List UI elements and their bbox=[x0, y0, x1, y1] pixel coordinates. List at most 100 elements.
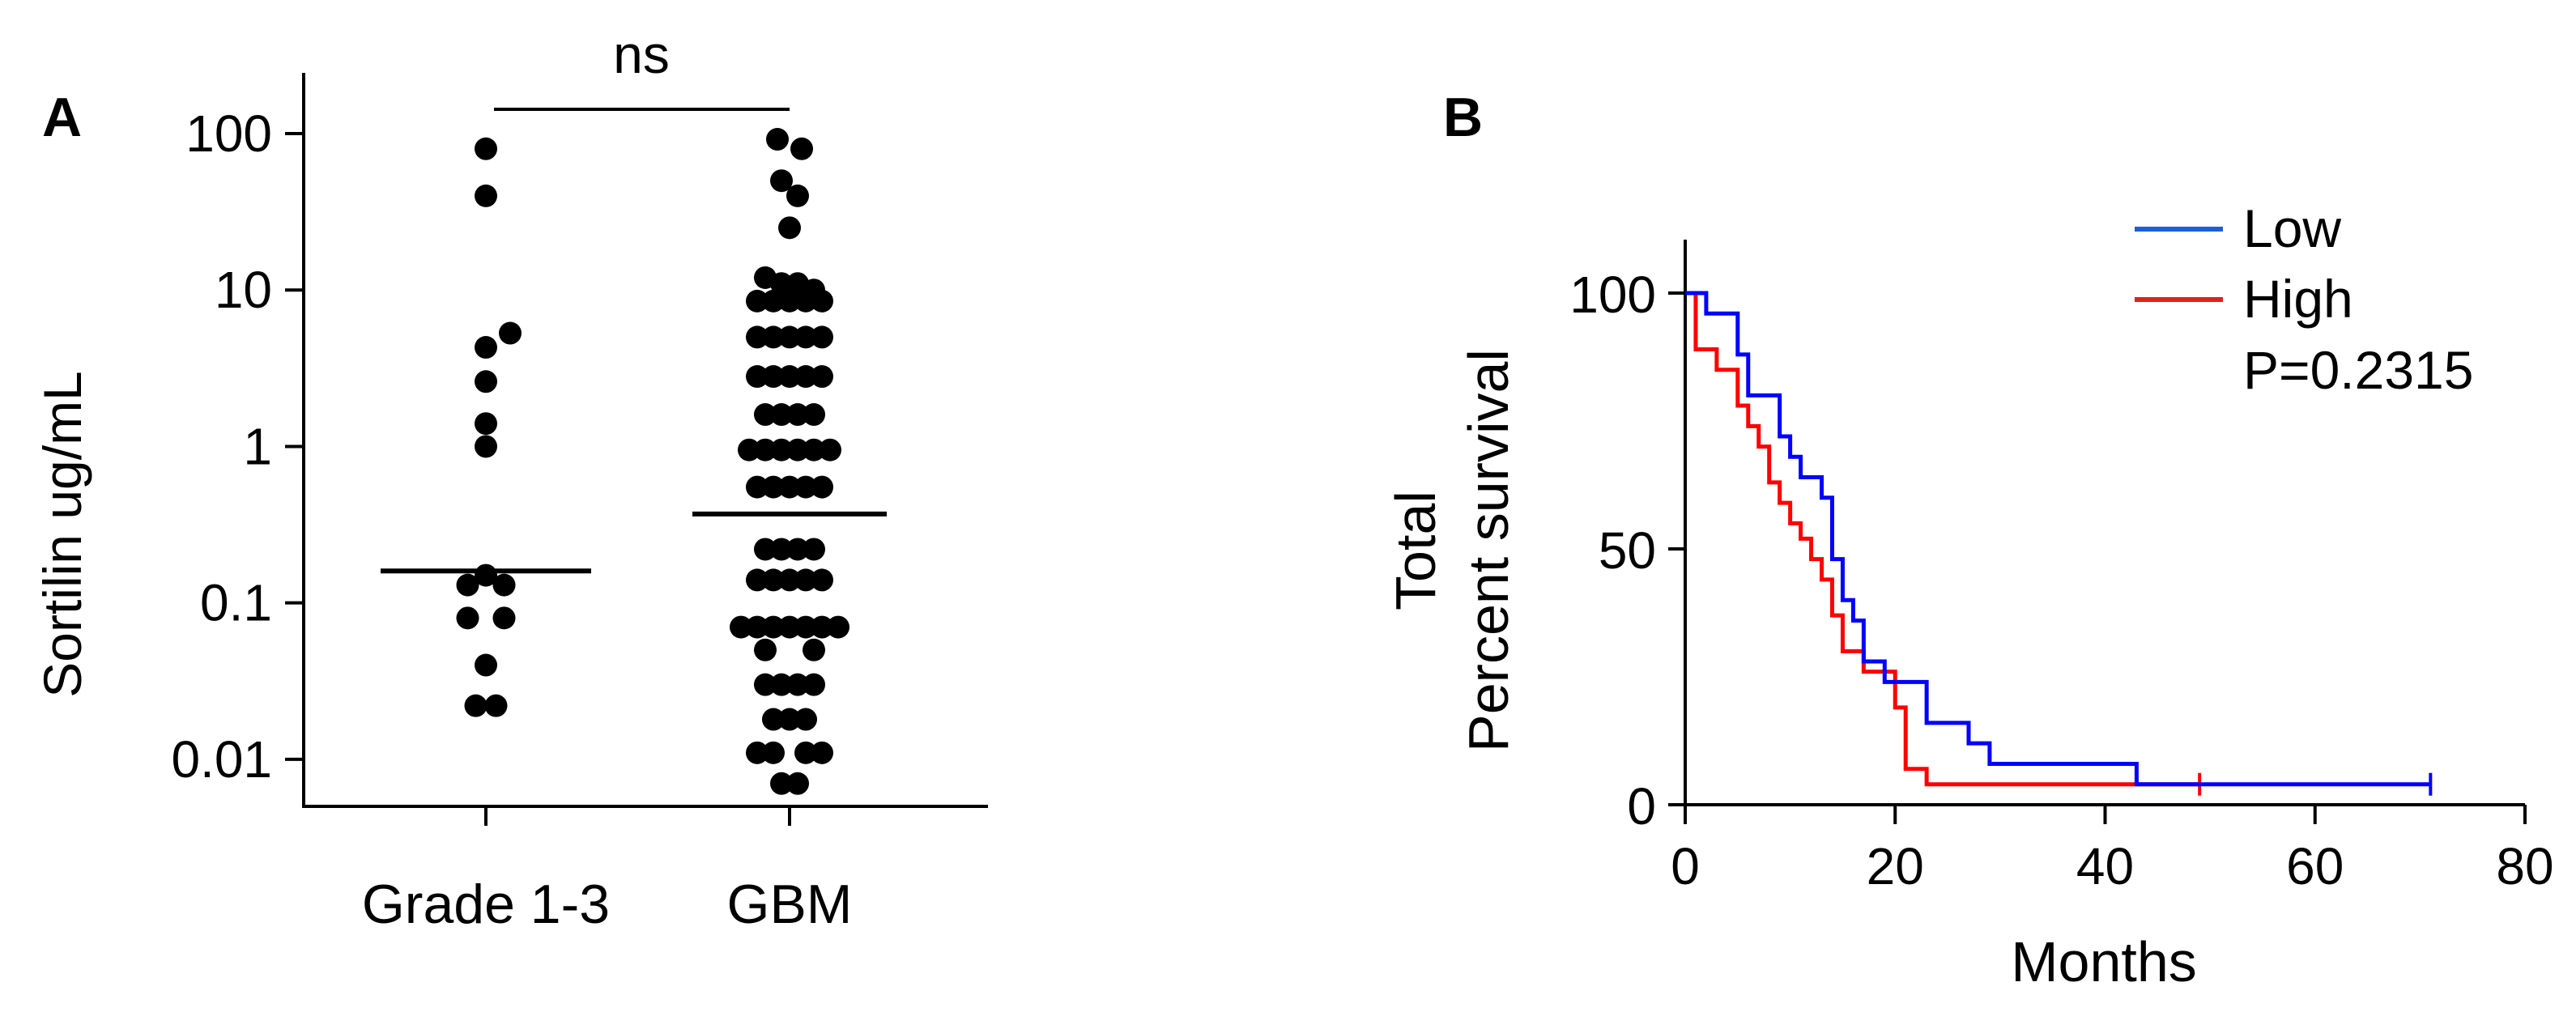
panel-a: A Sortilin ug/mL 100 10 1 0.1 0.01 Grade 1-3… bbox=[32, 24, 988, 935]
x-category-label: GBM bbox=[727, 874, 853, 935]
y-tick-label: 0.1 bbox=[200, 574, 272, 632]
data-point bbox=[766, 128, 789, 151]
data-point bbox=[492, 573, 516, 597]
x-tick-label: 40 bbox=[2076, 837, 2134, 895]
data-point bbox=[746, 741, 769, 764]
data-point bbox=[754, 538, 777, 561]
data-point bbox=[770, 272, 793, 296]
data-point bbox=[475, 653, 497, 677]
data-point bbox=[778, 365, 801, 389]
significance-label: ns bbox=[613, 24, 670, 84]
data-point bbox=[811, 568, 833, 592]
data-point bbox=[811, 289, 833, 313]
panel-b-legend: Low High P=0.2315 bbox=[2135, 198, 2473, 400]
panel-b: B Total Percent survival 0 50 100 0 20 40 60 8… bbox=[1384, 87, 2554, 993]
data-point bbox=[464, 694, 488, 717]
data-point bbox=[811, 325, 833, 349]
y-tick-label: 0 bbox=[1627, 777, 1656, 836]
data-point bbox=[819, 438, 841, 461]
data-point bbox=[811, 475, 833, 499]
data-point bbox=[738, 438, 760, 461]
data-point bbox=[475, 336, 497, 359]
data-point bbox=[811, 365, 833, 389]
panel-a-points bbox=[456, 128, 849, 795]
data-point bbox=[762, 365, 785, 389]
data-point bbox=[762, 289, 785, 313]
data-point bbox=[794, 615, 817, 639]
data-point bbox=[778, 216, 801, 240]
survival-curve-high bbox=[1685, 291, 2200, 787]
data-point bbox=[746, 475, 769, 499]
panel-a-median-lines bbox=[381, 511, 887, 574]
data-point bbox=[770, 403, 793, 427]
data-point bbox=[762, 708, 785, 731]
data-point bbox=[794, 325, 817, 349]
data-point bbox=[475, 184, 497, 207]
data-point bbox=[803, 403, 825, 427]
panel-b-y-axis-label-line2: Percent survival bbox=[1457, 349, 1520, 752]
data-point bbox=[754, 403, 777, 427]
data-point bbox=[746, 289, 769, 313]
data-point bbox=[754, 673, 777, 696]
data-point bbox=[786, 673, 809, 696]
legend-high-label: High bbox=[2243, 269, 2353, 329]
y-tick-label: 0.01 bbox=[171, 730, 272, 789]
data-point bbox=[778, 325, 801, 349]
data-point bbox=[794, 365, 817, 389]
data-point bbox=[730, 615, 752, 639]
y-tick-label: 100 bbox=[185, 104, 272, 163]
legend-low-label: Low bbox=[2243, 198, 2341, 258]
data-point bbox=[794, 475, 817, 499]
x-category-label: Grade 1-3 bbox=[362, 874, 610, 935]
data-point bbox=[803, 438, 825, 461]
panel-b-letter: B bbox=[1443, 87, 1483, 148]
data-point bbox=[794, 289, 817, 313]
data-point bbox=[475, 370, 497, 393]
data-point bbox=[786, 403, 809, 427]
data-point bbox=[803, 638, 825, 661]
x-tick-label: 80 bbox=[2496, 837, 2553, 895]
panel-b-x-axis-label: Months bbox=[2011, 930, 2197, 993]
data-point bbox=[778, 568, 801, 592]
data-point bbox=[778, 289, 801, 313]
panel-b-y-axis-label-line1: Total bbox=[1384, 491, 1447, 610]
data-point bbox=[794, 568, 817, 592]
p-value-label: P=0.2315 bbox=[2243, 340, 2473, 400]
data-point bbox=[794, 741, 817, 764]
data-point bbox=[475, 435, 497, 458]
y-tick-label: 100 bbox=[1569, 266, 1656, 324]
data-point bbox=[762, 475, 785, 499]
x-tick-label: 0 bbox=[1671, 837, 1700, 895]
data-point bbox=[790, 137, 813, 160]
data-point bbox=[803, 673, 825, 696]
data-point bbox=[456, 606, 479, 630]
data-point bbox=[786, 438, 809, 461]
data-point bbox=[754, 438, 777, 461]
survival-curve-low bbox=[1685, 291, 2431, 787]
data-point bbox=[770, 538, 793, 561]
data-point bbox=[762, 615, 785, 639]
data-point bbox=[754, 638, 777, 661]
data-point bbox=[811, 615, 833, 639]
data-point bbox=[786, 772, 809, 795]
panel-b-survival-curves bbox=[1685, 291, 2433, 796]
panel-a-letter: A bbox=[42, 87, 82, 148]
data-point bbox=[762, 325, 785, 349]
data-point bbox=[746, 568, 769, 592]
y-tick-label: 1 bbox=[243, 417, 272, 475]
data-point bbox=[746, 325, 769, 349]
panel-a-y-ticks: 100 10 1 0.1 0.01 bbox=[171, 104, 304, 789]
data-point bbox=[746, 615, 769, 639]
data-point bbox=[778, 475, 801, 499]
y-tick-label: 50 bbox=[1599, 521, 1656, 580]
data-point bbox=[762, 568, 785, 592]
data-point bbox=[770, 169, 793, 193]
data-point bbox=[484, 694, 508, 717]
data-point bbox=[770, 673, 793, 696]
data-point bbox=[827, 615, 849, 639]
x-tick-label: 20 bbox=[1867, 837, 1924, 895]
panel-a-x-ticks: Grade 1-3 GBM bbox=[362, 806, 853, 935]
data-point bbox=[499, 321, 522, 345]
data-point bbox=[770, 438, 793, 461]
